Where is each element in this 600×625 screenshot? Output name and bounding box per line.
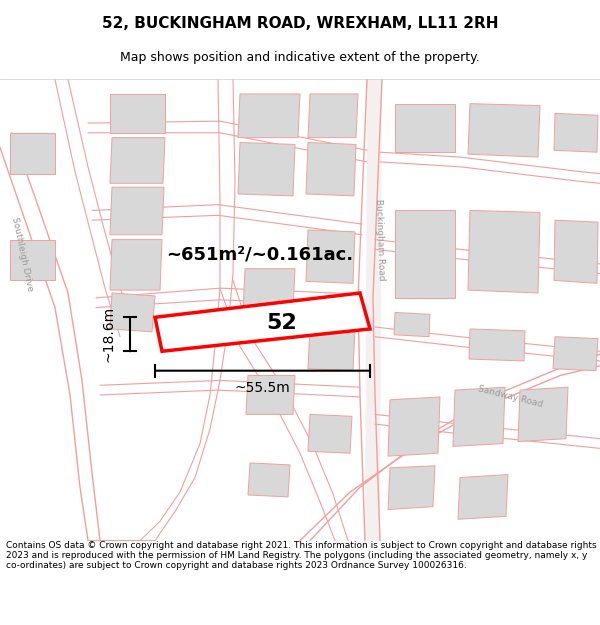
Polygon shape [388, 397, 440, 456]
Polygon shape [110, 138, 165, 183]
Text: Contains OS data © Crown copyright and database right 2021. This information is : Contains OS data © Crown copyright and d… [6, 541, 596, 571]
Polygon shape [110, 293, 155, 332]
Text: ~55.5m: ~55.5m [235, 381, 290, 395]
Polygon shape [394, 312, 430, 337]
Polygon shape [248, 463, 290, 497]
Polygon shape [238, 142, 295, 196]
Polygon shape [243, 269, 295, 312]
Text: ~651m²/~0.161ac.: ~651m²/~0.161ac. [166, 245, 353, 263]
Polygon shape [308, 94, 358, 138]
Polygon shape [518, 388, 568, 442]
Polygon shape [306, 230, 355, 283]
Polygon shape [246, 376, 295, 414]
Polygon shape [395, 211, 455, 298]
Polygon shape [468, 104, 540, 157]
Text: 52, BUCKINGHAM ROAD, WREXHAM, LL11 2RH: 52, BUCKINGHAM ROAD, WREXHAM, LL11 2RH [102, 16, 498, 31]
Polygon shape [554, 220, 598, 283]
Polygon shape [458, 474, 508, 519]
Polygon shape [10, 239, 55, 281]
Polygon shape [110, 94, 165, 132]
Polygon shape [554, 113, 598, 152]
Text: Buckingham Road: Buckingham Road [374, 199, 386, 281]
Polygon shape [468, 211, 540, 293]
Polygon shape [110, 187, 164, 235]
Polygon shape [395, 104, 455, 152]
Text: ~18.6m: ~18.6m [101, 306, 115, 362]
Text: Sandway Road: Sandway Road [476, 384, 544, 409]
Polygon shape [365, 79, 382, 541]
Polygon shape [553, 337, 598, 371]
Polygon shape [469, 329, 525, 361]
Polygon shape [110, 239, 162, 290]
Text: Map shows position and indicative extent of the property.: Map shows position and indicative extent… [120, 51, 480, 64]
Polygon shape [155, 293, 370, 351]
Polygon shape [308, 414, 352, 453]
Polygon shape [453, 388, 505, 446]
Polygon shape [306, 142, 356, 196]
Text: 52: 52 [266, 312, 297, 332]
Text: Southleigh Drive: Southleigh Drive [10, 216, 34, 292]
Polygon shape [10, 132, 55, 174]
Polygon shape [308, 327, 355, 371]
Polygon shape [238, 94, 300, 138]
Polygon shape [388, 466, 435, 509]
